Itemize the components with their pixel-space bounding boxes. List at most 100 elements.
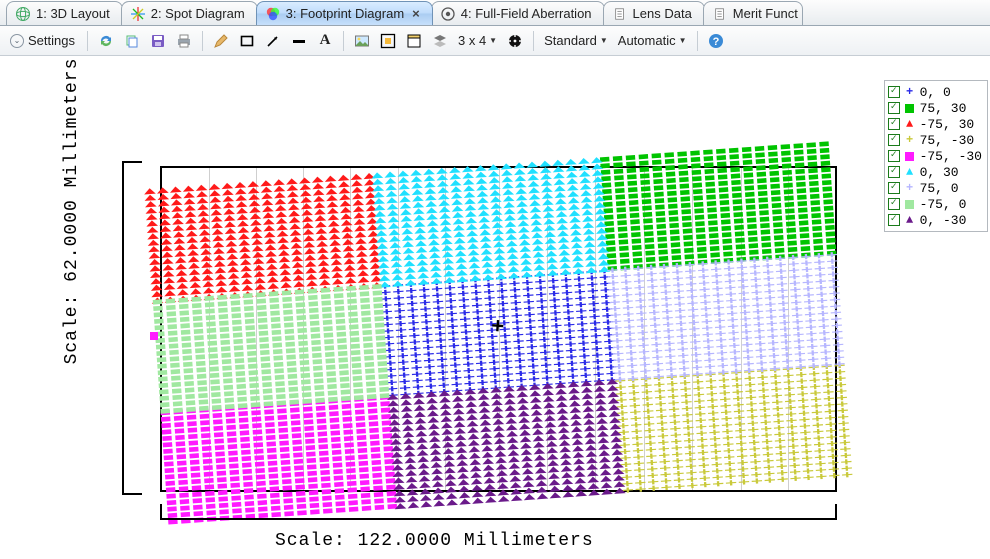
extents-button[interactable] [376, 29, 400, 53]
copy-icon [124, 33, 140, 49]
print-icon [176, 33, 192, 49]
legend-item[interactable]: ✓▲-75, 30 [888, 116, 982, 132]
tab-footprint-diagram[interactable]: 3: Footprint Diagram × [256, 1, 433, 25]
separator [533, 31, 534, 51]
checkbox-icon[interactable]: ✓ [888, 166, 900, 178]
separator [697, 31, 698, 51]
patch-0_-30 [386, 377, 626, 509]
rect-tool-button[interactable] [235, 29, 259, 53]
image-icon [354, 33, 370, 49]
tab-label: 3: Footprint Diagram [286, 6, 405, 21]
legend-item[interactable]: ✓+75, 0 [888, 180, 982, 196]
legend-item[interactable]: ✓▲0, -30 [888, 212, 982, 228]
legend-item[interactable]: ✓ -75, 0 [888, 196, 982, 212]
tab-label: Merit Funct [733, 6, 798, 21]
lens-icon [440, 6, 456, 22]
patch--75_0 [151, 283, 391, 415]
legend-label: 0, 30 [920, 165, 959, 180]
legend-item[interactable]: ✓+0, 0 [888, 84, 982, 100]
legend: ✓+0, 0✓75, 30✓▲-75, 30✓+75, -30✓-75, -30… [884, 80, 988, 232]
lineweight-icon [291, 33, 307, 49]
separator [343, 31, 344, 51]
legend-item[interactable]: ✓ -75, -30 [888, 148, 982, 164]
save-icon [150, 33, 166, 49]
target-button[interactable] [503, 29, 527, 53]
chevron-down-icon: ⌄ [10, 34, 24, 48]
copy-button[interactable] [120, 29, 144, 53]
draw-button[interactable] [209, 29, 233, 53]
checkbox-icon[interactable]: ✓ [888, 198, 900, 210]
tab-label: Lens Data [633, 6, 692, 21]
save-button[interactable] [146, 29, 170, 53]
settings-label: Settings [28, 33, 75, 48]
plot-frame[interactable]: + [160, 166, 837, 492]
standard-dropdown[interactable]: Standard ▼ [540, 33, 612, 48]
plot-area: Scale: 62.0000 Millimeters + Scale: 122.… [0, 56, 990, 559]
text-tool-button[interactable]: A [313, 29, 337, 53]
stray-marker [150, 332, 158, 340]
y-axis-bracket [122, 161, 140, 495]
spot-icon [130, 6, 146, 22]
legend-label: 0, -30 [920, 213, 967, 228]
rgb-icon [265, 6, 281, 22]
chevron-down-icon: ▼ [600, 36, 608, 45]
line-weight-button[interactable] [287, 29, 311, 53]
patch-0_30 [371, 156, 611, 288]
automatic-dropdown[interactable]: Automatic ▼ [614, 33, 691, 48]
standard-label: Standard [544, 33, 597, 48]
checkbox-icon[interactable]: ✓ [888, 118, 900, 130]
tab-bar: 1: 3D Layout 2: Spot Diagram 3: Footprin… [0, 0, 990, 26]
window-icon [406, 33, 422, 49]
x-axis-label: Scale: 122.0000 Millimeters [275, 531, 594, 551]
extents-icon [380, 33, 396, 49]
target-icon [507, 33, 523, 49]
patch-75_0 [606, 251, 846, 383]
settings-dropdown[interactable]: ⌄ Settings [4, 29, 81, 53]
image-button[interactable] [350, 29, 374, 53]
grid-size-label: 3 x 4 [458, 33, 486, 48]
checkbox-icon[interactable]: ✓ [888, 214, 900, 226]
separator [202, 31, 203, 51]
window-button[interactable] [402, 29, 426, 53]
y-axis-label: Scale: 62.0000 Millimeters [62, 58, 82, 365]
layers-button[interactable] [428, 29, 452, 53]
close-icon[interactable]: × [412, 6, 420, 21]
pencil-icon [213, 33, 229, 49]
legend-item[interactable]: ✓▲0, 30 [888, 164, 982, 180]
legend-label: -75, 0 [920, 197, 967, 212]
separator [87, 31, 88, 51]
checkbox-icon[interactable]: ✓ [888, 86, 900, 98]
patch-75_-30 [614, 362, 854, 494]
doc-icon [612, 6, 628, 22]
help-button[interactable]: ? [704, 29, 728, 53]
legend-label: 75, 0 [920, 181, 959, 196]
toolbar: ⌄ Settings A 3 x 4 ▼ [0, 26, 990, 56]
svg-text:?: ? [712, 36, 719, 48]
legend-label: -75, -30 [920, 149, 982, 164]
checkbox-icon[interactable]: ✓ [888, 102, 900, 114]
print-button[interactable] [172, 29, 196, 53]
tab-3d-layout[interactable]: 1: 3D Layout [6, 1, 123, 25]
rect-icon [239, 33, 255, 49]
arrow-icon [265, 33, 281, 49]
checkbox-icon[interactable]: ✓ [888, 134, 900, 146]
tab-spot-diagram[interactable]: 2: Spot Diagram [121, 1, 258, 25]
tab-fullfield-aberration[interactable]: 4: Full-Field Aberration [431, 1, 605, 25]
legend-item[interactable]: ✓ 75, 30 [888, 100, 982, 116]
tab-lens-data[interactable]: Lens Data [603, 1, 705, 25]
legend-item[interactable]: ✓+75, -30 [888, 132, 982, 148]
globe-icon [15, 6, 31, 22]
text-a-icon: A [320, 32, 331, 49]
grid-size-dropdown[interactable]: 3 x 4 ▼ [454, 33, 501, 48]
legend-label: 75, 30 [920, 101, 967, 116]
checkbox-icon[interactable]: ✓ [888, 182, 900, 194]
refresh-button[interactable] [94, 29, 118, 53]
automatic-label: Automatic [618, 33, 676, 48]
tab-merit-function[interactable]: Merit Funct [703, 1, 803, 25]
legend-label: 75, -30 [920, 133, 975, 148]
arrow-tool-button[interactable] [261, 29, 285, 53]
tab-label: 1: 3D Layout [36, 6, 110, 21]
checkbox-icon[interactable]: ✓ [888, 150, 900, 162]
legend-label: -75, 30 [920, 117, 975, 132]
tab-label: 2: Spot Diagram [151, 6, 245, 21]
